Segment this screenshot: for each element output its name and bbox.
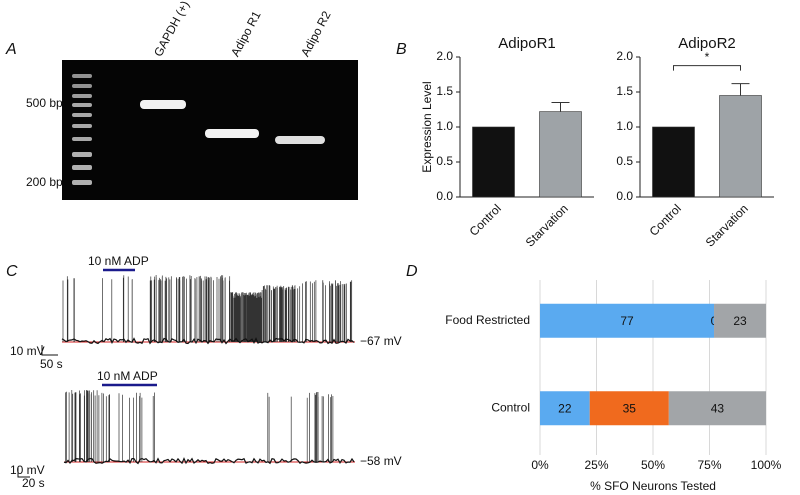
significance-label: * (705, 50, 710, 64)
bar (539, 111, 582, 198)
spikes (65, 390, 334, 462)
gel-band (140, 100, 186, 109)
y-tick-label: 2.0 (436, 49, 453, 63)
x-tick-label: 100% (751, 458, 782, 472)
baseline-trace (61, 337, 355, 345)
scale-label: 10 mV (10, 463, 45, 477)
y-tick-label: 2.0 (616, 49, 633, 63)
y-axis-label: Expression Level (420, 81, 434, 172)
potential-label: −58 mV (360, 454, 402, 468)
x-tick-label: Starvation (703, 201, 751, 249)
x-tick-label: 0% (531, 458, 549, 472)
bar (652, 126, 695, 198)
bar (472, 126, 515, 198)
x-tick-label: 25% (584, 458, 608, 472)
scale-label: 50 s (40, 357, 63, 371)
baseline-trace (63, 457, 355, 465)
y-tick-label: 1.5 (436, 84, 453, 98)
lane-label: GAPDH (+) (151, 0, 192, 59)
scale-bar (41, 345, 58, 356)
error-bar (551, 102, 570, 112)
bar-segment (714, 303, 766, 338)
chart-title: AdipoR1 (498, 35, 556, 52)
lane-label: Adipo R1 (228, 8, 264, 58)
drug-label: 10 nM ADP (88, 254, 149, 268)
panel-label: C (6, 263, 18, 280)
potential-label: −67 mV (360, 334, 402, 348)
traces (61, 275, 355, 465)
x-tick-label: Control (467, 201, 504, 238)
marker-label: 500 bp (26, 96, 63, 110)
chart-title: AdipoR2 (678, 35, 736, 52)
bar-segment (589, 391, 669, 426)
gel-band (205, 129, 259, 138)
lane-label: Adipo R2 (298, 8, 334, 58)
bar-segment (668, 391, 766, 426)
y-tick-label: Food Restricted (445, 313, 530, 327)
drug-label: 10 nM ADP (97, 369, 158, 383)
bar (719, 95, 762, 198)
x-tick-label: Control (647, 201, 684, 238)
y-tick-label: 1.0 (616, 119, 633, 133)
marker-label: 200 bp (26, 175, 63, 189)
scale-label: 10 mV (10, 344, 45, 358)
bar-segment (540, 391, 590, 426)
data-label: 43 (711, 401, 725, 415)
scale-bar (17, 467, 30, 478)
y-tick-label: Control (491, 400, 530, 414)
ladder (72, 74, 92, 185)
bar-segment (540, 303, 715, 338)
y-tick-label: 0.5 (436, 154, 453, 168)
y-tick-label: 0.0 (436, 189, 453, 203)
significance-bracket (673, 65, 741, 71)
x-tick-label: 75% (697, 458, 721, 472)
x-axis-label: % SFO Neurons Tested (590, 479, 716, 493)
panel-label: A (5, 41, 17, 58)
spikes (62, 275, 353, 342)
y-tick-label: 0.0 (616, 189, 633, 203)
scale-label: 20 s (22, 476, 45, 490)
y-tick-label: 1.0 (436, 119, 453, 133)
x-tick-label: 50% (641, 458, 665, 472)
data-label: 23 (733, 314, 747, 328)
y-tick-label: 1.5 (616, 84, 633, 98)
y-tick-label: 0.5 (616, 154, 633, 168)
data-label: 35 (623, 401, 637, 415)
error-bar (731, 83, 750, 96)
panel-label: D (406, 263, 418, 280)
gel-band (275, 136, 325, 144)
data-label: 22 (558, 401, 572, 415)
panel-label: B (396, 41, 407, 58)
data-label: 77 (620, 314, 634, 328)
x-tick-label: Starvation (523, 201, 571, 249)
